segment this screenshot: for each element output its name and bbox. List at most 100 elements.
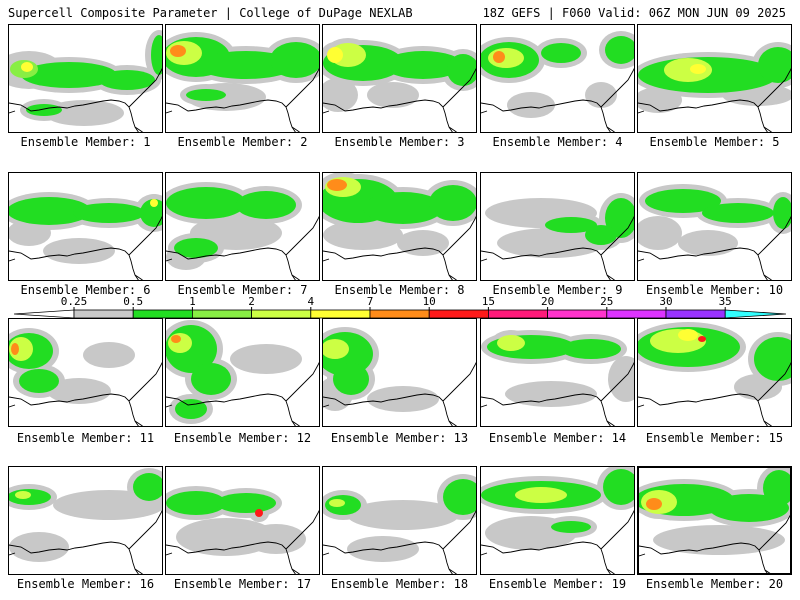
scp-map-10 <box>638 184 791 280</box>
colorbar-segment <box>487 309 548 319</box>
scp-contour <box>363 192 443 224</box>
coastline <box>166 67 319 132</box>
scp-contour <box>170 45 186 57</box>
coastline <box>9 67 162 132</box>
scp-halo <box>9 220 51 246</box>
ensemble-member-label: Ensemble Member: 14 <box>488 431 627 445</box>
scp-contour <box>236 191 296 219</box>
ensemble-member-label: Ensemble Member: 12 <box>173 431 312 445</box>
ensemble-member-label: Ensemble Member: 20 <box>645 577 784 591</box>
coastline <box>9 361 162 426</box>
scp-halo <box>47 378 111 404</box>
colorbar-segment <box>73 309 134 319</box>
coastline-detail <box>9 552 144 574</box>
coastline <box>323 509 476 574</box>
ensemble-panel-13[interactable] <box>322 318 477 427</box>
ensemble-panel-8[interactable] <box>322 172 477 281</box>
ensemble-member-label: Ensemble Member: 7 <box>177 283 308 297</box>
coastline-detail <box>9 110 144 132</box>
coastline <box>323 215 476 280</box>
colorbar-segment <box>191 309 252 319</box>
scp-halo <box>497 228 605 258</box>
ensemble-panel-7[interactable] <box>165 172 320 281</box>
scp-halo <box>638 87 682 113</box>
scp-contour <box>255 509 263 517</box>
ensemble-panel-3[interactable] <box>322 24 477 133</box>
coastline <box>9 509 162 574</box>
scp-map-12 <box>166 320 319 426</box>
scp-contour <box>15 491 31 499</box>
coastline-detail <box>638 258 773 280</box>
scp-map-11 <box>9 328 162 426</box>
scp-contour <box>9 489 51 505</box>
coastline <box>166 361 319 426</box>
scp-halo <box>734 374 782 400</box>
ensemble-panel-10[interactable] <box>637 172 792 281</box>
colorbar-level-label: 30 <box>659 295 673 308</box>
ensemble-panel-19[interactable] <box>480 466 635 575</box>
ensemble-member-label: Ensemble Member: 1 <box>20 135 151 149</box>
colorbar-level-label: 4 <box>307 295 315 308</box>
scp-contour <box>166 187 246 219</box>
ensemble-panel-9[interactable] <box>480 172 635 281</box>
scp-contour <box>323 339 349 359</box>
coastline-detail <box>323 110 458 132</box>
scp-contour <box>329 499 345 507</box>
scp-contour <box>151 35 162 75</box>
ensemble-panel-4[interactable] <box>480 24 635 133</box>
scp-contour <box>133 473 162 501</box>
scp-contour <box>191 363 231 395</box>
scp-map-1 <box>9 30 162 132</box>
scp-contour <box>645 189 721 213</box>
ensemble-member-label: Ensemble Member: 3 <box>334 135 465 149</box>
scp-contour <box>690 64 706 74</box>
scp-contour <box>664 58 712 82</box>
coastline <box>9 215 162 280</box>
ensemble-panel-5[interactable] <box>637 24 792 133</box>
scp-contour <box>333 363 369 395</box>
scp-contour <box>175 399 207 419</box>
ensemble-member-label: Ensemble Member: 8 <box>334 283 465 297</box>
scp-halo <box>638 216 682 250</box>
scp-contour <box>447 54 476 86</box>
ensemble-member-label: Ensemble Member: 18 <box>330 577 469 591</box>
colorbar-legend: 0.25 0.5 1 2 4 7 10 15 20 25 30 35 <box>14 296 786 322</box>
scp-halo <box>43 238 115 264</box>
scp-halo <box>367 82 419 108</box>
scp-map-8 <box>323 173 476 280</box>
scp-halo <box>585 82 617 108</box>
scp-contour <box>541 43 581 63</box>
scp-contour <box>763 470 790 506</box>
scp-contour <box>551 521 591 533</box>
ensemble-panel-1[interactable] <box>8 24 163 133</box>
ensemble-member-label: Ensemble Member: 19 <box>488 577 627 591</box>
scp-map-16 <box>9 468 162 574</box>
colorbar-segment <box>369 309 430 319</box>
scp-map-17 <box>166 486 319 574</box>
ensemble-panel-20[interactable] <box>637 466 792 575</box>
scp-halo <box>347 500 459 530</box>
scp-contour <box>186 89 226 101</box>
colorbar-level-label: 20 <box>540 295 555 308</box>
ensemble-panel-16[interactable] <box>8 466 163 575</box>
ensemble-panel-14[interactable] <box>480 318 635 427</box>
colorbar-svg <box>14 307 786 319</box>
coastline <box>166 215 319 280</box>
colorbar-segment <box>251 309 312 319</box>
ensemble-panel-2[interactable] <box>165 24 320 133</box>
colorbar-segment <box>132 309 193 319</box>
colorbar-level-label: 15 <box>481 295 496 308</box>
scp-contour <box>270 42 319 78</box>
scp-contour <box>702 203 774 223</box>
scp-contour <box>646 498 662 510</box>
scp-contour <box>603 469 634 505</box>
coastline-detail <box>481 258 616 280</box>
ensemble-panel-6[interactable] <box>8 172 163 281</box>
ensemble-panel-17[interactable] <box>165 466 320 575</box>
scp-map-18 <box>323 474 476 574</box>
ensemble-panel-11[interactable] <box>8 318 163 427</box>
ensemble-panel-18[interactable] <box>322 466 477 575</box>
ensemble-panel-12[interactable] <box>165 318 320 427</box>
ensemble-panel-15[interactable] <box>637 318 792 427</box>
scp-contour <box>327 179 347 191</box>
